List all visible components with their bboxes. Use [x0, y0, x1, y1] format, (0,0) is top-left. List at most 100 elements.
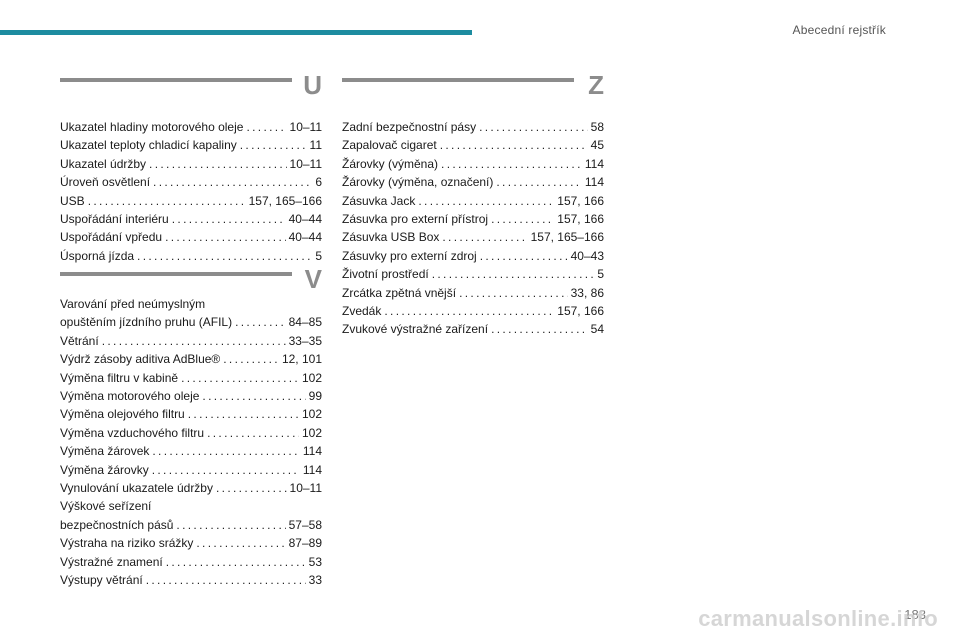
dot-leader [176, 516, 285, 534]
dot-leader [491, 320, 588, 338]
section-z-header: Z [342, 70, 604, 118]
index-entry-label: Zvukové výstražné zařízení [342, 322, 489, 337]
index-entry: Žárovky (výměna) 114 [342, 155, 604, 173]
index-entry: Zvedák 157, 166 [342, 302, 604, 320]
index-entry-row: Zásuvka pro externí přístroj 157, 166 [342, 210, 604, 228]
dot-leader [102, 332, 286, 350]
dot-leader [188, 405, 299, 423]
index-entry: Zvukové výstražné zařízení 54 [342, 320, 604, 338]
index-entry-pages: 114 [584, 156, 604, 171]
section-letter-z: Z [588, 70, 604, 100]
index-entry: Výměna olejového filtru 102 [60, 405, 322, 423]
index-entry-pages: 10–11 [289, 156, 322, 171]
accent-bar [0, 30, 472, 35]
index-entry-pages: 33, 86 [570, 285, 604, 300]
index-entry-pages: 102 [301, 370, 322, 385]
index-entry: Úsporná jízda 5 [60, 247, 322, 265]
dot-leader [459, 284, 568, 302]
index-entry-pages: 33 [308, 573, 322, 588]
index-entry-label: Zrcátka zpětná vnější [342, 285, 457, 300]
index-entry-row: Větrání 33–35 [60, 332, 322, 350]
section-letter-v: V [304, 264, 322, 294]
index-entry: Výškové seřízení bezpečnostních pásů 57–58 [60, 497, 322, 534]
index-entry-row: Uspořádání vpředu 40–44 [60, 228, 322, 246]
index-entry-row: Úsporná jízda 5 [60, 247, 322, 265]
index-entry-label: Výměna vzduchového filtru [60, 425, 205, 440]
index-entry-row: Výměna motorového oleje 99 [60, 387, 322, 405]
page-number: 183 [904, 607, 926, 622]
index-entry-label: Zásuvka Jack [342, 193, 416, 208]
index-entry-row: bezpečnostních pásů 57–58 [60, 516, 322, 534]
index-entry-label: Zapalovač cigaret [342, 138, 437, 153]
index-entry-row: Ukazatel údržby 10–11 [60, 155, 322, 173]
index-entry-pages: 11 [309, 138, 322, 153]
index-entry-label: Zvedák [342, 304, 382, 319]
index-entry: Zásuvky pro externí zdroj 40–43 [342, 247, 604, 265]
index-entry-label: Větrání [60, 333, 99, 348]
index-entry-label: Uspořádání vpředu [60, 230, 163, 245]
section-u-header: U [60, 70, 322, 118]
index-entry-pages: 102 [301, 407, 322, 422]
index-entry-label: Úsporná jízda [60, 248, 135, 263]
index-entry-label: Zásuvka pro externí přístroj [342, 212, 489, 227]
index-entry-label: Zásuvka USB Box [342, 230, 440, 245]
section-z-entries: Zadní bezpečnostní pásy 58 Zapalovač cigar… [342, 118, 604, 339]
index-entry-label: Výměna žárovky [60, 462, 149, 477]
index-entry: Ukazatel údržby 10–11 [60, 155, 322, 173]
dot-leader [440, 136, 588, 154]
dot-leader [153, 173, 312, 191]
dot-leader [207, 424, 299, 442]
dot-leader [442, 228, 527, 246]
index-entry: Výměna vzduchového filtru 102 [60, 424, 322, 442]
index-entry-row: Ukazatel hladiny motorového oleje 10–11 [60, 118, 322, 136]
index-entry: Výměna žárovky 114 [60, 461, 322, 479]
index-entry-row: Zásuvka USB Box 157, 165–166 [342, 228, 604, 246]
index-entry-label: Životní prostředí [342, 267, 429, 282]
dot-leader [223, 350, 279, 368]
index-entry-row: Žárovky (výměna) 114 [342, 155, 604, 173]
index-entry-label-line1: Výškové seřízení [60, 499, 152, 514]
index-entry-label: Uspořádání interiéru [60, 212, 169, 227]
index-entry-pages: 53 [308, 554, 322, 569]
index-entry-pages: 157, 166 [557, 304, 604, 319]
index-entry: USB 157, 165–166 [60, 192, 322, 210]
index-entry-pages: 157, 165–166 [530, 230, 604, 245]
index-entry-pages: 5 [597, 267, 604, 282]
index-entry-row: Ukazatel teploty chladicí kapaliny 11 [60, 136, 322, 154]
dot-leader [441, 155, 582, 173]
index-entry: Zapalovač cigaret 45 [342, 136, 604, 154]
index-entry-pages: 57–58 [288, 517, 322, 532]
index-entry-pages: 157, 166 [557, 212, 604, 227]
dot-leader [418, 192, 554, 210]
index-entry-pages: 87–89 [288, 536, 322, 551]
index-entry-row: Výměna olejového filtru 102 [60, 405, 322, 423]
index-entry: Výdrž zásoby aditiva AdBlue® 12, 101 [60, 350, 322, 368]
section-v-entries: Varování před neúmyslným opuštěním jízdní… [60, 295, 322, 590]
index-entry: Uspořádání vpředu 40–44 [60, 228, 322, 246]
index-entry-pages: 102 [301, 425, 322, 440]
dot-leader [479, 118, 588, 136]
index-entry-label: Výměna filtru v kabině [60, 370, 179, 385]
watermark: carmanualsonline.info [698, 606, 938, 631]
dot-leader [202, 387, 305, 405]
index-entry-label: Výměna olejového filtru [60, 407, 185, 422]
index-entry-row: Výstražné znamení 53 [60, 553, 322, 571]
dot-leader [480, 247, 568, 265]
index-entry-pages: 40–43 [570, 248, 604, 263]
section-v-header: V [60, 264, 322, 295]
index-entry-pages: 84–85 [288, 315, 322, 330]
index-entry: Výstupy větrání 33 [60, 571, 322, 589]
dot-leader [88, 192, 246, 210]
section-u: U Ukazatel hladiny motorového oleje 10–11… [60, 70, 322, 265]
section-letter-u: U [303, 70, 322, 100]
index-entry-label: Zásuvky pro externí zdroj [342, 248, 477, 263]
index-entry-row: Výměna filtru v kabině 102 [60, 369, 322, 387]
index-entry-pages: 5 [315, 248, 322, 263]
index-entry: Vynulování ukazatele údržby 10–11 [60, 479, 322, 497]
index-entry: Výměna žárovek 114 [60, 442, 322, 460]
index-entry-pages: 40–44 [288, 230, 322, 245]
index-entry-pages: 6 [315, 175, 322, 190]
index-entry-row: Výměna vzduchového filtru 102 [60, 424, 322, 442]
index-entry-row: Zrcátka zpětná vnější 33, 86 [342, 284, 604, 302]
index-entry: Uspořádání interiéru 40–44 [60, 210, 322, 228]
